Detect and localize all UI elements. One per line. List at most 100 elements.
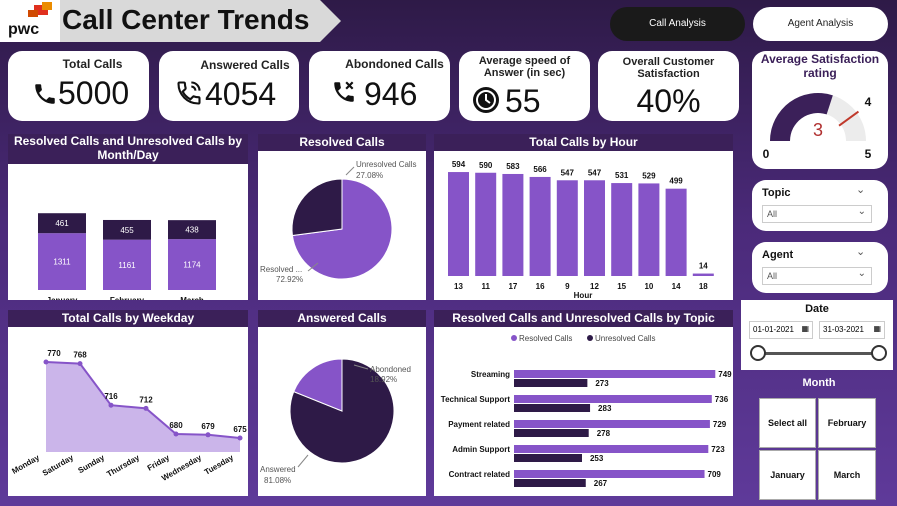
weekday-area-chart: 770 Monday 768 Saturday 716 Sunday 712 Thursday…: [10, 349, 247, 483]
category-label: Tuesday: [203, 453, 236, 477]
month-chart-panel: Resolved Calls and Unresolved Calls by M…: [8, 134, 248, 305]
month-option-january[interactable]: January: [759, 450, 816, 500]
category-label: Sunday: [76, 453, 106, 476]
bar: [611, 183, 633, 276]
agent-slicer-label: Agent: [762, 249, 794, 261]
bar-resolved: [514, 395, 712, 403]
category-label: 13: [454, 282, 463, 291]
data-label: 566: [533, 165, 547, 174]
month-option-select-all[interactable]: Select all: [759, 398, 816, 448]
date-slicer-label: Date: [805, 303, 829, 315]
start-date-input[interactable]: 01-01-2021 ▦: [749, 321, 813, 339]
gauge-target-marker: [838, 110, 860, 127]
chart-title: Total Calls by Hour: [434, 134, 733, 151]
data-label: 594: [452, 160, 466, 169]
end-date-input[interactable]: 31-03-2021 ▦: [819, 321, 885, 339]
data-label: 278: [597, 429, 611, 438]
data-point: [237, 435, 243, 441]
kpi-avg-speed: Average speed of Answer (in sec) 55: [459, 51, 590, 121]
chevron-down-icon: ⌄: [857, 206, 866, 217]
data-label: 712: [139, 395, 153, 404]
category-label: Admin Support: [452, 445, 510, 454]
category-label: Technical Support: [441, 395, 511, 404]
topic-slicer: Topic ⌄ All ⌄: [752, 180, 888, 231]
bar-resolved: [38, 233, 86, 290]
data-label: 273: [595, 379, 609, 388]
kpi-value: 55: [505, 83, 541, 119]
data-label: 267: [594, 479, 608, 488]
bar-unresolved: [514, 379, 588, 387]
category-label: 17: [508, 282, 517, 291]
chevron-down-icon[interactable]: ⌄: [856, 246, 866, 258]
topic-horizontal-bar-chart: Resolved Calls Unresolved Calls 749 273 Stre…: [441, 334, 732, 488]
bar: [475, 172, 497, 276]
data-label: 723: [711, 445, 725, 454]
data-label: 455: [120, 226, 134, 235]
legend-marker: [587, 335, 593, 341]
data-label: 531: [615, 171, 629, 180]
agent-analysis-button[interactable]: Agent Analysis: [753, 7, 888, 41]
data-label: 283: [598, 404, 612, 413]
page-title: Call Center Trends: [62, 4, 310, 35]
bar: [584, 180, 605, 276]
chevron-down-icon[interactable]: ⌄: [856, 184, 866, 196]
data-point: [108, 402, 114, 408]
month-option-march[interactable]: March: [818, 450, 876, 500]
gauge-fill: [770, 92, 833, 141]
kpi-value: 4054: [205, 76, 277, 112]
topic-slicer-label: Topic: [762, 187, 791, 199]
data-label: 749: [718, 370, 732, 379]
chart-title: Resolved Calls and Unresolved Calls by T…: [434, 310, 733, 327]
chart-title: Resolved Calls: [258, 134, 426, 151]
bar-unresolved: [514, 429, 589, 437]
category-label: 14: [672, 282, 681, 291]
agent-select[interactable]: All ⌄: [762, 267, 872, 285]
kpi-abandoned-calls: Abondoned Calls 946: [309, 51, 450, 121]
month-option-february[interactable]: February: [818, 398, 876, 448]
category-label: 15: [617, 282, 626, 291]
slice-pct: 72.92%: [276, 275, 303, 284]
date-range-start-handle[interactable]: [750, 345, 766, 361]
category-label: Payment related: [448, 420, 510, 429]
category-label: Thursday: [105, 453, 141, 479]
topic-select[interactable]: All ⌄: [762, 205, 872, 223]
category-label: January: [47, 296, 78, 300]
pie-slice: [293, 358, 343, 412]
call-analysis-button[interactable]: Call Analysis: [610, 7, 745, 41]
data-point: [43, 359, 49, 365]
slice-label: Abondoned: [370, 365, 411, 374]
leader-line: [307, 262, 319, 272]
bar: [448, 172, 469, 276]
data-label: 583: [506, 162, 520, 171]
gauge-value: 3: [813, 120, 823, 140]
gauge-target-label: 4: [865, 95, 872, 109]
slice-label: Unresolved Calls: [356, 160, 416, 169]
date-slicer: Date 01-01-2021 ▦ 31-03-2021 ▦: [741, 300, 893, 370]
kpi-value: 946: [364, 76, 418, 112]
data-label: 675: [233, 425, 247, 434]
data-label: 461: [55, 219, 69, 228]
data-point: [77, 361, 83, 367]
data-label: 590: [479, 161, 493, 170]
category-label: Contract related: [449, 470, 510, 479]
phone-missed-icon: [334, 81, 354, 102]
date-range-track: [755, 352, 881, 355]
bar: [665, 188, 687, 276]
calendar-icon[interactable]: ▦: [873, 324, 881, 333]
kpi-label: Average speed of Answer (in sec): [478, 55, 571, 79]
date-range-end-handle[interactable]: [871, 345, 887, 361]
gauge-min: 0: [763, 147, 770, 161]
slice-pct: 81.08%: [264, 476, 291, 485]
phone-ringing-icon: [177, 81, 201, 105]
bar-resolved: [103, 239, 151, 290]
topic-chart-panel: Resolved Calls and Unresolved Calls by T…: [434, 310, 733, 496]
chart-title: Resolved Calls and Unresolved Calls by M…: [8, 134, 248, 164]
logo-text: pwc: [8, 21, 39, 38]
kpi-label: Overall Customer Satisfaction: [622, 56, 715, 80]
data-label: 499: [669, 177, 683, 186]
bar-unresolved: [103, 219, 151, 240]
category-label: Monday: [10, 453, 41, 476]
end-date-value: 31-03-2021: [823, 325, 864, 334]
bar: [529, 176, 551, 276]
calendar-icon[interactable]: ▦: [801, 324, 809, 333]
